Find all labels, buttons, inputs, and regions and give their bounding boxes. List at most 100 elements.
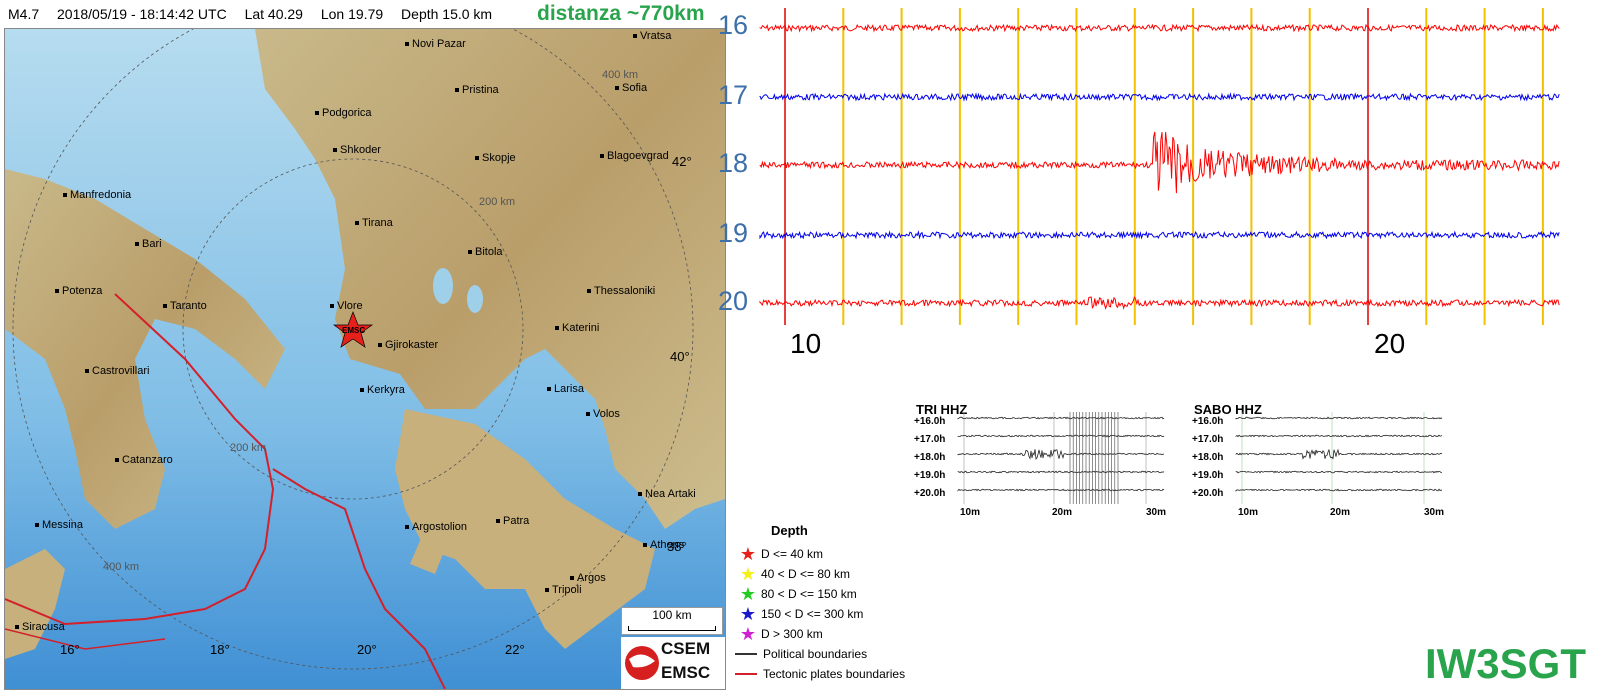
mini-traces — [1235, 412, 1443, 504]
ring-label: 400 km — [103, 561, 140, 573]
epicenter-map: EMSC Novi Pazar Vratsa Pristina Sofia Po… — [4, 28, 726, 690]
longitude-label: 18° — [210, 642, 230, 657]
star-icon: ★ — [739, 603, 757, 624]
mini-trace-line — [1235, 434, 1443, 438]
mini-title: SABO HHZ — [1194, 402, 1262, 417]
mini-trace-line — [957, 434, 1165, 438]
city-label: Podgorica — [315, 107, 372, 119]
minute-label: 10 — [790, 328, 822, 359]
latitude-label: 40° — [670, 349, 690, 364]
star-icon: ★ — [739, 563, 757, 584]
trace-line — [759, 131, 1560, 194]
mini-trace-line — [1235, 448, 1443, 460]
ring-label: 200 km — [479, 196, 516, 208]
legend-line-item: Political boundaries — [735, 644, 975, 664]
trace-line — [759, 23, 1560, 33]
city-label: Siracusa — [15, 621, 65, 633]
helicorder: 16 17 18 19 20 10 20 — [718, 0, 1616, 380]
mini-trace-line — [957, 448, 1164, 460]
city-label: Tripoli — [545, 584, 582, 596]
city-label: Thessaloniki — [587, 285, 655, 297]
event-datetime: 2018/05/19 - 18:14:42 UTC — [57, 6, 227, 22]
legend-item: ★ 80 < D <= 150 km — [735, 584, 975, 604]
distance-label: distanza ~770km — [537, 2, 705, 25]
city-label: Pristina — [455, 84, 499, 96]
globe-icon — [625, 646, 659, 680]
legend-item: ★ 40 < D <= 80 km — [735, 564, 975, 584]
mini-trace-line — [957, 416, 1165, 420]
map-legend: Depth ★ D <= 40 km ★ 40 < D <= 80 km ★ 80 <… — [735, 523, 975, 684]
legend-item: ★ D <= 40 km — [735, 544, 975, 564]
city-label: Vlore — [330, 300, 363, 312]
city-label: Argos — [570, 572, 606, 584]
event-longitude: Lon 19.79 — [320, 6, 384, 22]
city-label: Catanzaro — [115, 454, 173, 466]
latitude-label: 42° — [672, 154, 692, 169]
city-label: Sofia — [615, 82, 647, 94]
legend-item: ★ 150 < D <= 300 km — [735, 604, 975, 624]
mini-trace-line — [957, 488, 1165, 492]
city-label: Blagoevgrad — [600, 150, 669, 162]
event-header: M4.7 2018/05/19 - 18:14:42 UTC Lat 40.29… — [8, 6, 506, 22]
mini-helicorder-sabo: SABO HHZ +16.0h +17.0h +18.0h +19.0h +20… — [1192, 402, 1482, 522]
city-label: Larisa — [547, 383, 584, 395]
star-icon: ★ — [739, 583, 757, 604]
latitude-label: 38° — [667, 539, 687, 554]
legend-item: ★ D > 300 km — [735, 624, 975, 644]
trace-line — [759, 296, 1560, 310]
city-label: Kerkyra — [360, 384, 405, 396]
city-label: Skopje — [475, 152, 516, 164]
star-icon: ★ — [739, 543, 757, 564]
logo-text-csem: CSEM — [661, 639, 711, 658]
city-label: Bari — [135, 238, 162, 250]
station-callsign: IW3SGT — [1425, 640, 1587, 687]
mini-traces — [957, 412, 1165, 504]
star-icon: ★ — [739, 623, 757, 644]
ring-label: 400 km — [602, 69, 639, 81]
mini-trace-line — [1235, 488, 1443, 492]
line-icon — [735, 653, 757, 655]
logo-text-emsc: EMSC — [661, 663, 711, 682]
city-label: Patra — [496, 515, 529, 527]
ring-label: 200 km — [230, 442, 267, 454]
city-label: Manfredonia — [63, 189, 131, 201]
hour-label: 19 — [718, 218, 749, 248]
city-label: Katerini — [555, 322, 599, 334]
magnitude: M4.7 — [8, 6, 40, 22]
csem-emsc-logo: CSEM EMSC — [621, 637, 725, 689]
epicenter-star — [332, 311, 374, 348]
city-label: Potenza — [55, 285, 102, 297]
mini-trace-line — [957, 470, 1165, 474]
city-label: Novi Pazar — [405, 38, 466, 50]
event-latitude: Lat 40.29 — [244, 6, 303, 22]
helicorder-traces — [759, 8, 1560, 325]
mini-title: TRI HHZ — [916, 402, 968, 417]
city-label: Volos — [586, 408, 620, 420]
scale-bar: 100 km — [621, 607, 723, 635]
trace-line — [759, 92, 1560, 102]
legend-title: Depth — [771, 523, 808, 538]
hour-label: 17 — [718, 80, 749, 110]
line-icon — [735, 673, 757, 675]
longitude-label: 16° — [60, 642, 80, 657]
city-label: Tirana — [355, 217, 393, 229]
hour-label: 20 — [718, 286, 749, 316]
city-label: Athens — [643, 539, 684, 551]
minute-label: 20 — [1374, 328, 1406, 359]
legend-line-item: Tectonic plates boundaries — [735, 664, 975, 684]
mini-trace-line — [1235, 416, 1443, 420]
city-label: Messina — [35, 519, 83, 531]
city-label: Taranto — [163, 300, 207, 312]
trace-line — [759, 230, 1560, 240]
city-label: Argostolion — [405, 521, 467, 533]
city-label: Gjirokaster — [378, 339, 438, 351]
mini-helicorder-tri: TRI HHZ +16.0h +17.0h +18.0h +19.0h +20.… — [914, 402, 1204, 522]
city-label: Shkoder — [333, 144, 381, 156]
city-label: Vratsa — [633, 30, 671, 42]
scale-label: 100 km — [652, 608, 692, 622]
event-depth: Depth 15.0 km — [401, 6, 493, 22]
map-background — [5, 29, 725, 689]
epicenter-label: EMSC — [342, 326, 366, 335]
mini-trace-line — [1235, 470, 1443, 474]
city-label: Castrovillari — [85, 365, 149, 377]
